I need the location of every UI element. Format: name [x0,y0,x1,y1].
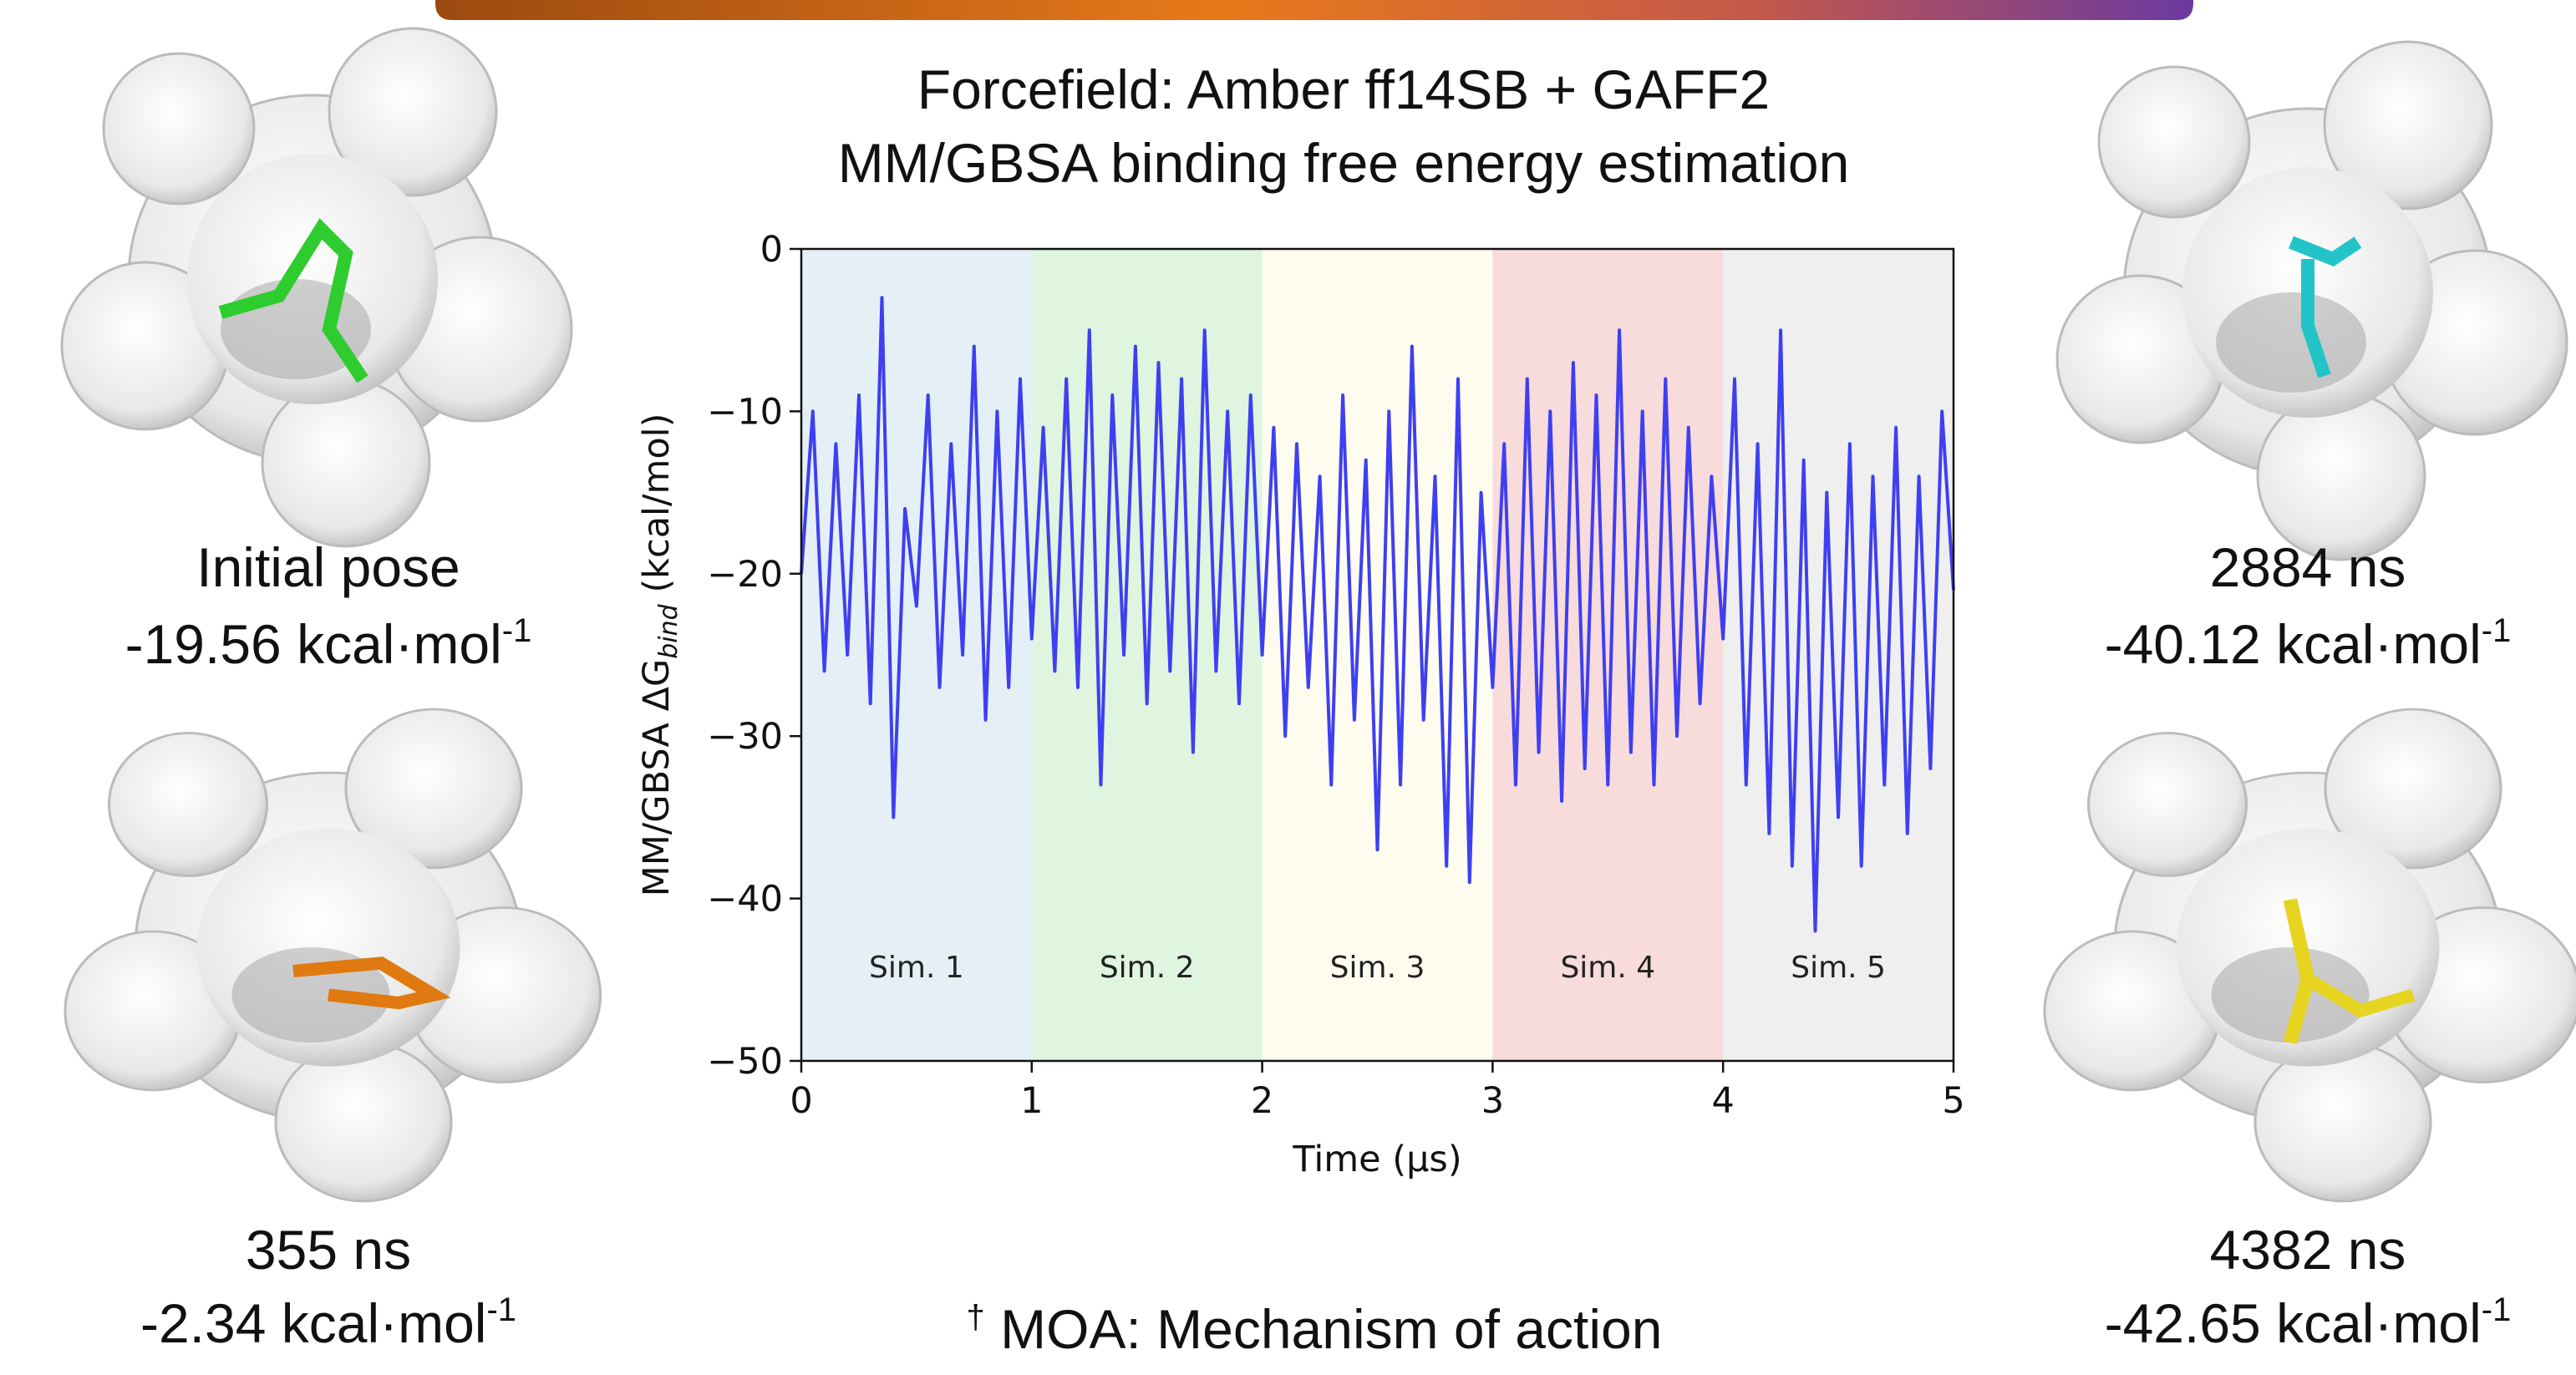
x-tick-label: 0 [790,1080,812,1122]
caption-label: 2884 ns [2210,536,2406,598]
footnote-text: MOA: Mechanism of action [985,1298,1663,1360]
x-tick-label: 5 [1942,1080,1964,1122]
energy-value: -42.65 kcal·mol [2105,1292,2482,1354]
y-label-main: MM/GBSA ΔG [636,659,678,897]
y-tick-label: −50 [707,1041,783,1083]
y-axis-label: MM/GBSA ΔGbind (kcal/mol) [636,414,683,897]
protein-image [64,708,602,1203]
y-label-unit: (kcal/mol) [636,414,678,605]
region [1723,249,1954,1061]
plot-frame [800,247,1955,1063]
caption-label: 355 ns [246,1219,411,1281]
protein-image [2055,40,2568,561]
protein-image [60,27,573,548]
energy-unit-exponent: -1 [2482,612,2512,649]
caption-energy: -19.56 kcal·mol-1 [125,612,532,675]
region-label: Sim. 1 [869,951,964,985]
energy-unit-exponent: -1 [2482,1291,2512,1328]
y-label-subscript: bind [654,603,683,658]
chart-title: Forcefield: Amber ff14SB + GAFF2 [917,58,1770,120]
x-tick-label: 2 [1251,1080,1273,1122]
x-tick-label: 4 [1712,1080,1735,1122]
caption-label: 4382 ns [2210,1219,2406,1281]
header-bar [435,0,2193,20]
y-tick-label: 0 [760,229,783,271]
protein-image [2043,708,2576,1203]
caption-energy: -2.34 kcal·mol-1 [140,1291,516,1354]
x-axis-label: Time (μs) [1292,1139,1461,1180]
region [801,249,1032,1061]
energy-unit-exponent: -1 [502,612,532,649]
region-label: Sim. 3 [1330,951,1425,985]
energy-value: -19.56 kcal·mol [125,613,502,675]
data-line [800,296,1955,933]
energy-value: -40.12 kcal·mol [2105,613,2482,675]
region-label: Sim. 5 [1791,951,1886,985]
energy-unit-exponent: -1 [486,1291,516,1328]
y-tick-label: −10 [707,391,783,433]
y-tick-label: −40 [707,879,783,921]
region [1492,249,1724,1061]
caption-label: Initial pose [196,536,460,598]
region [1262,249,1493,1061]
caption-energy: -42.65 kcal·mol-1 [2105,1291,2512,1354]
chart-title: MM/GBSA binding free energy estimation [838,132,1850,194]
region-label: Sim. 4 [1560,951,1655,985]
footnote-mark: † [967,1299,985,1336]
y-tick-label: −30 [707,716,783,758]
x-tick-label: 1 [1020,1080,1043,1122]
energy-value: -2.34 kcal·mol [140,1292,486,1354]
region-label: Sim. 2 [1100,951,1195,985]
footnote: † MOA: Mechanism of action [967,1298,1663,1360]
caption-energy: -40.12 kcal·mol-1 [2105,612,2512,675]
x-tick-label: 3 [1481,1080,1504,1122]
y-tick-label: −20 [707,554,783,596]
